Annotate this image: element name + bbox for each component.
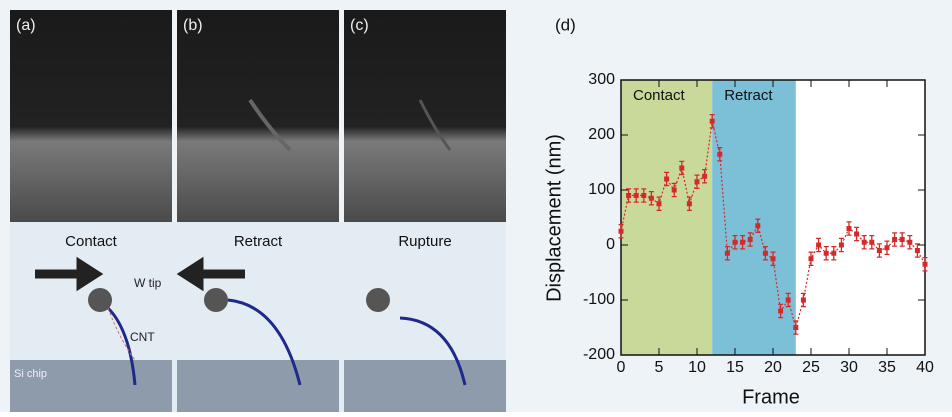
- data-point: [695, 179, 700, 184]
- panel-caption: Contact: [65, 233, 118, 250]
- micrograph: [177, 10, 339, 222]
- data-point: [839, 243, 844, 248]
- micrographs: [10, 10, 506, 222]
- panel-caption: Retract: [234, 233, 283, 250]
- data-point: [793, 325, 798, 330]
- data-point: [847, 226, 852, 231]
- data-point: [649, 196, 654, 201]
- micrograph: [10, 10, 172, 222]
- x-tick-label: 40: [916, 359, 934, 376]
- panel-label: (c): [350, 17, 369, 34]
- y-tick-label: 300: [588, 71, 615, 88]
- data-point: [657, 201, 662, 206]
- data-point: [687, 201, 692, 206]
- y-tick-label: -100: [583, 291, 615, 308]
- micrograph: [344, 10, 506, 222]
- data-point: [778, 309, 783, 314]
- data-point: [710, 119, 715, 124]
- data-point: [892, 237, 897, 242]
- panel-caption: Rupture: [398, 233, 451, 250]
- x-tick-label: 0: [617, 359, 626, 376]
- si-chip: [344, 360, 506, 412]
- y-axis-label: Displacement (nm): [543, 134, 565, 302]
- data-point: [733, 240, 738, 245]
- data-point: [725, 251, 730, 256]
- data-point: [801, 298, 806, 303]
- data-point: [854, 232, 859, 237]
- data-point: [900, 237, 905, 242]
- annotation: Si chip: [14, 368, 47, 380]
- y-tick-label: -200: [583, 346, 615, 363]
- x-tick-label: 30: [840, 359, 858, 376]
- data-point: [679, 166, 684, 171]
- w-tip: [204, 288, 228, 312]
- data-point: [763, 251, 768, 256]
- data-point: [862, 240, 867, 245]
- data-point: [740, 240, 745, 245]
- data-point: [915, 248, 920, 253]
- x-tick-label: 5: [655, 359, 664, 376]
- data-point: [634, 193, 639, 198]
- region-label: Contact: [633, 87, 686, 104]
- data-point: [672, 188, 677, 193]
- data-point: [619, 229, 624, 234]
- annotation: W tip: [134, 276, 162, 290]
- x-axis-label: Frame: [742, 386, 800, 408]
- y-tick-label: 0: [606, 236, 615, 253]
- x-tick-label: 25: [802, 359, 820, 376]
- data-point: [641, 193, 646, 198]
- x-tick-label: 20: [764, 359, 782, 376]
- region-label: Retract: [724, 87, 773, 104]
- data-point: [771, 256, 776, 261]
- region: [621, 80, 712, 355]
- x-tick-label: 35: [878, 359, 896, 376]
- data-point: [755, 223, 760, 228]
- data-point: [885, 245, 890, 250]
- data-point: [702, 174, 707, 179]
- data-point: [786, 298, 791, 303]
- data-point: [907, 240, 912, 245]
- y-tick-label: 200: [588, 126, 615, 143]
- panel-label: (b): [183, 17, 203, 34]
- w-tip: [366, 288, 390, 312]
- figure: W tip CNT Si chip (d) Frame Displacement…: [0, 0, 952, 412]
- data-point: [664, 177, 669, 182]
- data-point: [923, 262, 928, 267]
- data-point: [809, 256, 814, 261]
- chart-title: (d): [555, 15, 576, 34]
- x-tick-label: 15: [726, 359, 744, 376]
- data-point: [824, 251, 829, 256]
- annotation: CNT: [130, 330, 155, 344]
- si-chip: [177, 360, 339, 412]
- data-point: [626, 193, 631, 198]
- data-point: [748, 237, 753, 242]
- data-point: [869, 240, 874, 245]
- data-point: [717, 152, 722, 157]
- data-point: [816, 243, 821, 248]
- y-tick-label: 100: [588, 181, 615, 198]
- x-tick-label: 10: [688, 359, 706, 376]
- panel-label: (a): [16, 17, 36, 34]
- data-point: [831, 251, 836, 256]
- data-point: [877, 248, 882, 253]
